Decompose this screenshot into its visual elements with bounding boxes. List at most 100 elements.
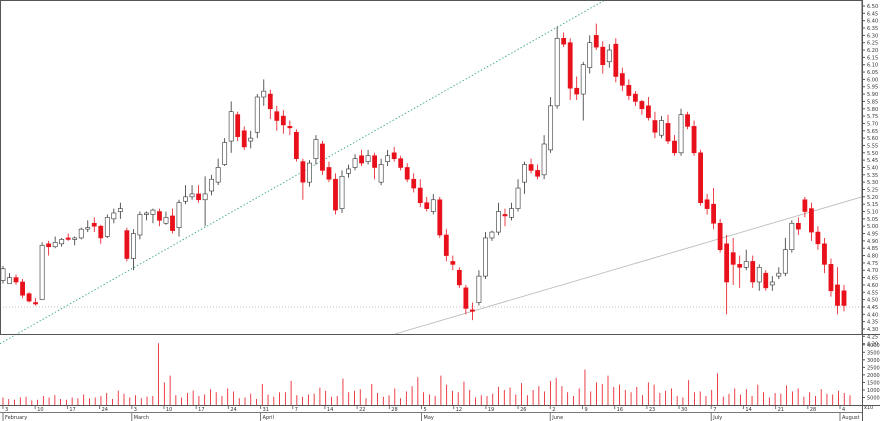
price-tick-label: 6.05 bbox=[867, 70, 878, 76]
candle-body bbox=[561, 37, 567, 45]
candle-body bbox=[554, 37, 560, 107]
date-month-label: August bbox=[842, 415, 860, 421]
price-tick-label: 5.90 bbox=[867, 92, 878, 98]
price-tick-label: 4.65 bbox=[867, 276, 878, 282]
volume-axis: 4000035000 3000025000 2000015000 100005000 x… bbox=[862, 343, 880, 411]
candle-body bbox=[509, 208, 514, 218]
candle-body bbox=[72, 237, 78, 240]
candle-body bbox=[85, 227, 91, 230]
candle-body bbox=[606, 49, 612, 63]
candle-body bbox=[469, 309, 475, 312]
date-month-label: April bbox=[263, 415, 274, 421]
candle-body bbox=[111, 212, 117, 220]
price-tick-label: 4.50 bbox=[867, 298, 878, 304]
candle-body bbox=[711, 203, 717, 224]
trendline-solid bbox=[394, 196, 863, 335]
volume-tick-label: 25000 bbox=[867, 365, 880, 371]
candle-body bbox=[411, 178, 417, 189]
candle-body bbox=[417, 187, 423, 204]
candle-body bbox=[639, 101, 645, 110]
price-tick-label: 5.65 bbox=[867, 129, 878, 135]
price-tick-label: 6.15 bbox=[867, 55, 878, 61]
candle-body bbox=[33, 302, 38, 305]
price-tick-label: 4.35 bbox=[867, 320, 878, 326]
date-day-label: 28 bbox=[810, 407, 816, 413]
price-tick-label: 6.50 bbox=[867, 4, 878, 10]
date-month-label: July bbox=[712, 415, 722, 421]
candle-body bbox=[163, 217, 169, 224]
candle-body bbox=[235, 114, 241, 137]
candle-body bbox=[215, 167, 221, 183]
candle-body bbox=[300, 161, 306, 183]
candle-body bbox=[743, 261, 749, 268]
candle-body bbox=[307, 162, 312, 183]
price-pane bbox=[0, 0, 863, 345]
candle-body bbox=[463, 287, 469, 309]
candle-body bbox=[0, 268, 6, 281]
candle-body bbox=[619, 73, 625, 86]
date-day-label: 7 bbox=[713, 407, 716, 413]
candle-body bbox=[189, 193, 195, 198]
candle-body bbox=[502, 214, 508, 217]
candle-body bbox=[483, 237, 488, 277]
price-tick-label: 4.40 bbox=[867, 312, 878, 318]
price-tick-label: 5.50 bbox=[867, 151, 878, 157]
candle-body bbox=[489, 231, 495, 239]
candle-body bbox=[613, 43, 619, 77]
candle-body bbox=[672, 140, 677, 154]
candle-body bbox=[828, 264, 834, 292]
price-tick-label: 5.35 bbox=[867, 173, 878, 179]
candle-body bbox=[359, 155, 364, 164]
price-tick-label: 4.90 bbox=[867, 239, 878, 245]
candle-body bbox=[496, 211, 501, 233]
candle-body bbox=[841, 290, 847, 306]
candle-body bbox=[632, 93, 638, 102]
candle-body bbox=[20, 281, 25, 296]
price-tick-label: 6.45 bbox=[867, 11, 878, 17]
price-tick-label: 4.55 bbox=[867, 290, 878, 296]
candle-body bbox=[678, 114, 684, 154]
candle-body bbox=[587, 42, 593, 68]
date-day-label: 5 bbox=[424, 407, 427, 413]
candle-body bbox=[437, 199, 443, 236]
candle-body bbox=[424, 202, 430, 209]
volume-tick-label: 5000 bbox=[867, 395, 880, 401]
candle-body bbox=[339, 175, 345, 209]
candle-body bbox=[430, 199, 436, 212]
date-day-label: 7 bbox=[295, 407, 298, 413]
date-day-label: 31 bbox=[263, 407, 269, 413]
candle-body bbox=[150, 209, 156, 215]
candle-body bbox=[261, 90, 267, 98]
price-tick-label: 4.30 bbox=[867, 327, 878, 333]
candle-body bbox=[91, 222, 97, 227]
candle-body bbox=[802, 199, 808, 212]
candle-body bbox=[795, 222, 801, 230]
candle-body bbox=[98, 225, 104, 239]
candle-body bbox=[293, 131, 299, 159]
candle-body bbox=[378, 164, 384, 183]
candle-body bbox=[333, 178, 338, 211]
date-day-label: 4 bbox=[842, 407, 845, 413]
candle-body bbox=[593, 35, 599, 48]
date-day-label: 22 bbox=[359, 407, 365, 413]
candle-body bbox=[809, 208, 814, 233]
price-tick-label: 4.20 bbox=[867, 342, 878, 348]
date-day-label: 21 bbox=[778, 407, 784, 413]
candle-body bbox=[39, 244, 45, 300]
candle-body bbox=[372, 155, 378, 168]
candle-body bbox=[763, 272, 769, 289]
volume-tick-label: 10000 bbox=[867, 388, 880, 394]
price-tick-label: 5.10 bbox=[867, 210, 878, 216]
candle-body bbox=[346, 168, 351, 174]
price-tick-label: 5.95 bbox=[867, 85, 878, 91]
date-month-label: February bbox=[5, 415, 27, 421]
date-day-label: 23 bbox=[649, 407, 655, 413]
price-axis: 6.506.45 6.406.356.30 6.256.206.15 6.106.05… bbox=[862, 4, 878, 348]
price-tick-label: 5.55 bbox=[867, 143, 878, 149]
price-tick-label: 4.75 bbox=[867, 261, 878, 267]
candle-body bbox=[574, 87, 580, 95]
candle-body bbox=[13, 277, 19, 283]
candle-body bbox=[450, 261, 456, 265]
candle-body bbox=[365, 155, 371, 162]
